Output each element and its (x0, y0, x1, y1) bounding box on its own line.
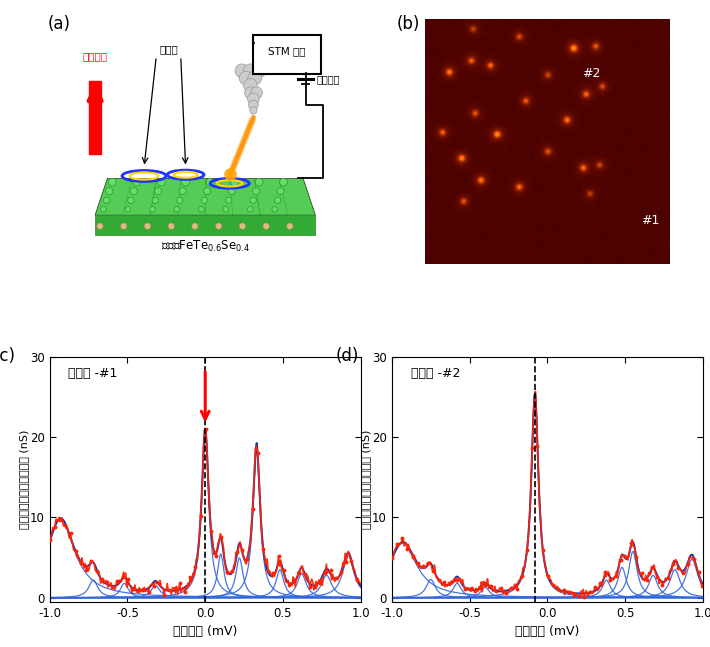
Circle shape (239, 223, 246, 229)
X-axis label: 印加電圧 (mV): 印加電圧 (mV) (173, 625, 237, 638)
Text: (a): (a) (48, 14, 71, 32)
Circle shape (152, 197, 158, 203)
Text: STM 探針: STM 探針 (268, 46, 306, 56)
Circle shape (168, 223, 175, 229)
Circle shape (182, 178, 190, 186)
Circle shape (248, 93, 259, 105)
Text: (d): (d) (336, 347, 359, 366)
Circle shape (158, 178, 165, 186)
Circle shape (228, 188, 235, 195)
Circle shape (106, 188, 113, 195)
Circle shape (101, 206, 106, 212)
Circle shape (245, 87, 256, 99)
Circle shape (248, 71, 261, 85)
Circle shape (150, 206, 155, 212)
Circle shape (239, 71, 253, 85)
Circle shape (244, 64, 257, 78)
Circle shape (204, 188, 211, 195)
Circle shape (174, 206, 180, 212)
Circle shape (247, 206, 253, 212)
Circle shape (130, 188, 137, 195)
Text: 量子渦 -#1: 量子渦 -#1 (68, 367, 118, 380)
Circle shape (277, 188, 284, 195)
Circle shape (144, 223, 151, 229)
Circle shape (179, 188, 186, 195)
Circle shape (251, 87, 263, 99)
Text: 外部磁場: 外部磁場 (83, 51, 108, 61)
FancyBboxPatch shape (253, 36, 322, 74)
Circle shape (253, 188, 260, 195)
Circle shape (216, 223, 222, 229)
Text: 量子渦: 量子渦 (159, 44, 178, 54)
Circle shape (244, 79, 257, 93)
Circle shape (248, 100, 258, 110)
Circle shape (250, 107, 257, 114)
Text: (b): (b) (397, 14, 420, 32)
Circle shape (177, 197, 183, 203)
Circle shape (121, 223, 127, 229)
Circle shape (250, 197, 256, 203)
Circle shape (263, 223, 269, 229)
Circle shape (192, 223, 198, 229)
Circle shape (109, 178, 116, 186)
Circle shape (255, 178, 263, 186)
Text: 量子渦 -#2: 量子渦 -#2 (410, 367, 460, 380)
Text: 試料：FeTe$_{0.6}$Se$_{0.4}$: 試料：FeTe$_{0.6}$Se$_{0.4}$ (160, 239, 250, 254)
Text: 電圧印加: 電圧印加 (317, 74, 340, 84)
Y-axis label: トンネルコンダクタンス (nS): トンネルコンダクタンス (nS) (18, 430, 28, 529)
Circle shape (287, 223, 293, 229)
Circle shape (206, 178, 214, 186)
Circle shape (275, 197, 281, 203)
Circle shape (97, 223, 103, 229)
Text: #1: #1 (641, 214, 660, 226)
Circle shape (252, 64, 266, 78)
Text: (c): (c) (0, 347, 16, 366)
FancyBboxPatch shape (89, 81, 102, 154)
Circle shape (125, 206, 131, 212)
Circle shape (128, 197, 134, 203)
Text: #2: #2 (582, 67, 601, 80)
Circle shape (231, 178, 239, 186)
Y-axis label: トンネルコンダクタンス (nS): トンネルコンダクタンス (nS) (361, 430, 371, 529)
Circle shape (133, 178, 141, 186)
Circle shape (199, 206, 204, 212)
Circle shape (280, 178, 288, 186)
X-axis label: 印加電圧 (mV): 印加電圧 (mV) (515, 625, 579, 638)
Circle shape (235, 64, 248, 78)
Circle shape (155, 188, 162, 195)
Polygon shape (95, 215, 315, 235)
Circle shape (201, 197, 207, 203)
Polygon shape (95, 179, 315, 215)
Circle shape (226, 197, 232, 203)
Circle shape (223, 206, 229, 212)
Circle shape (272, 206, 278, 212)
Circle shape (103, 197, 109, 203)
